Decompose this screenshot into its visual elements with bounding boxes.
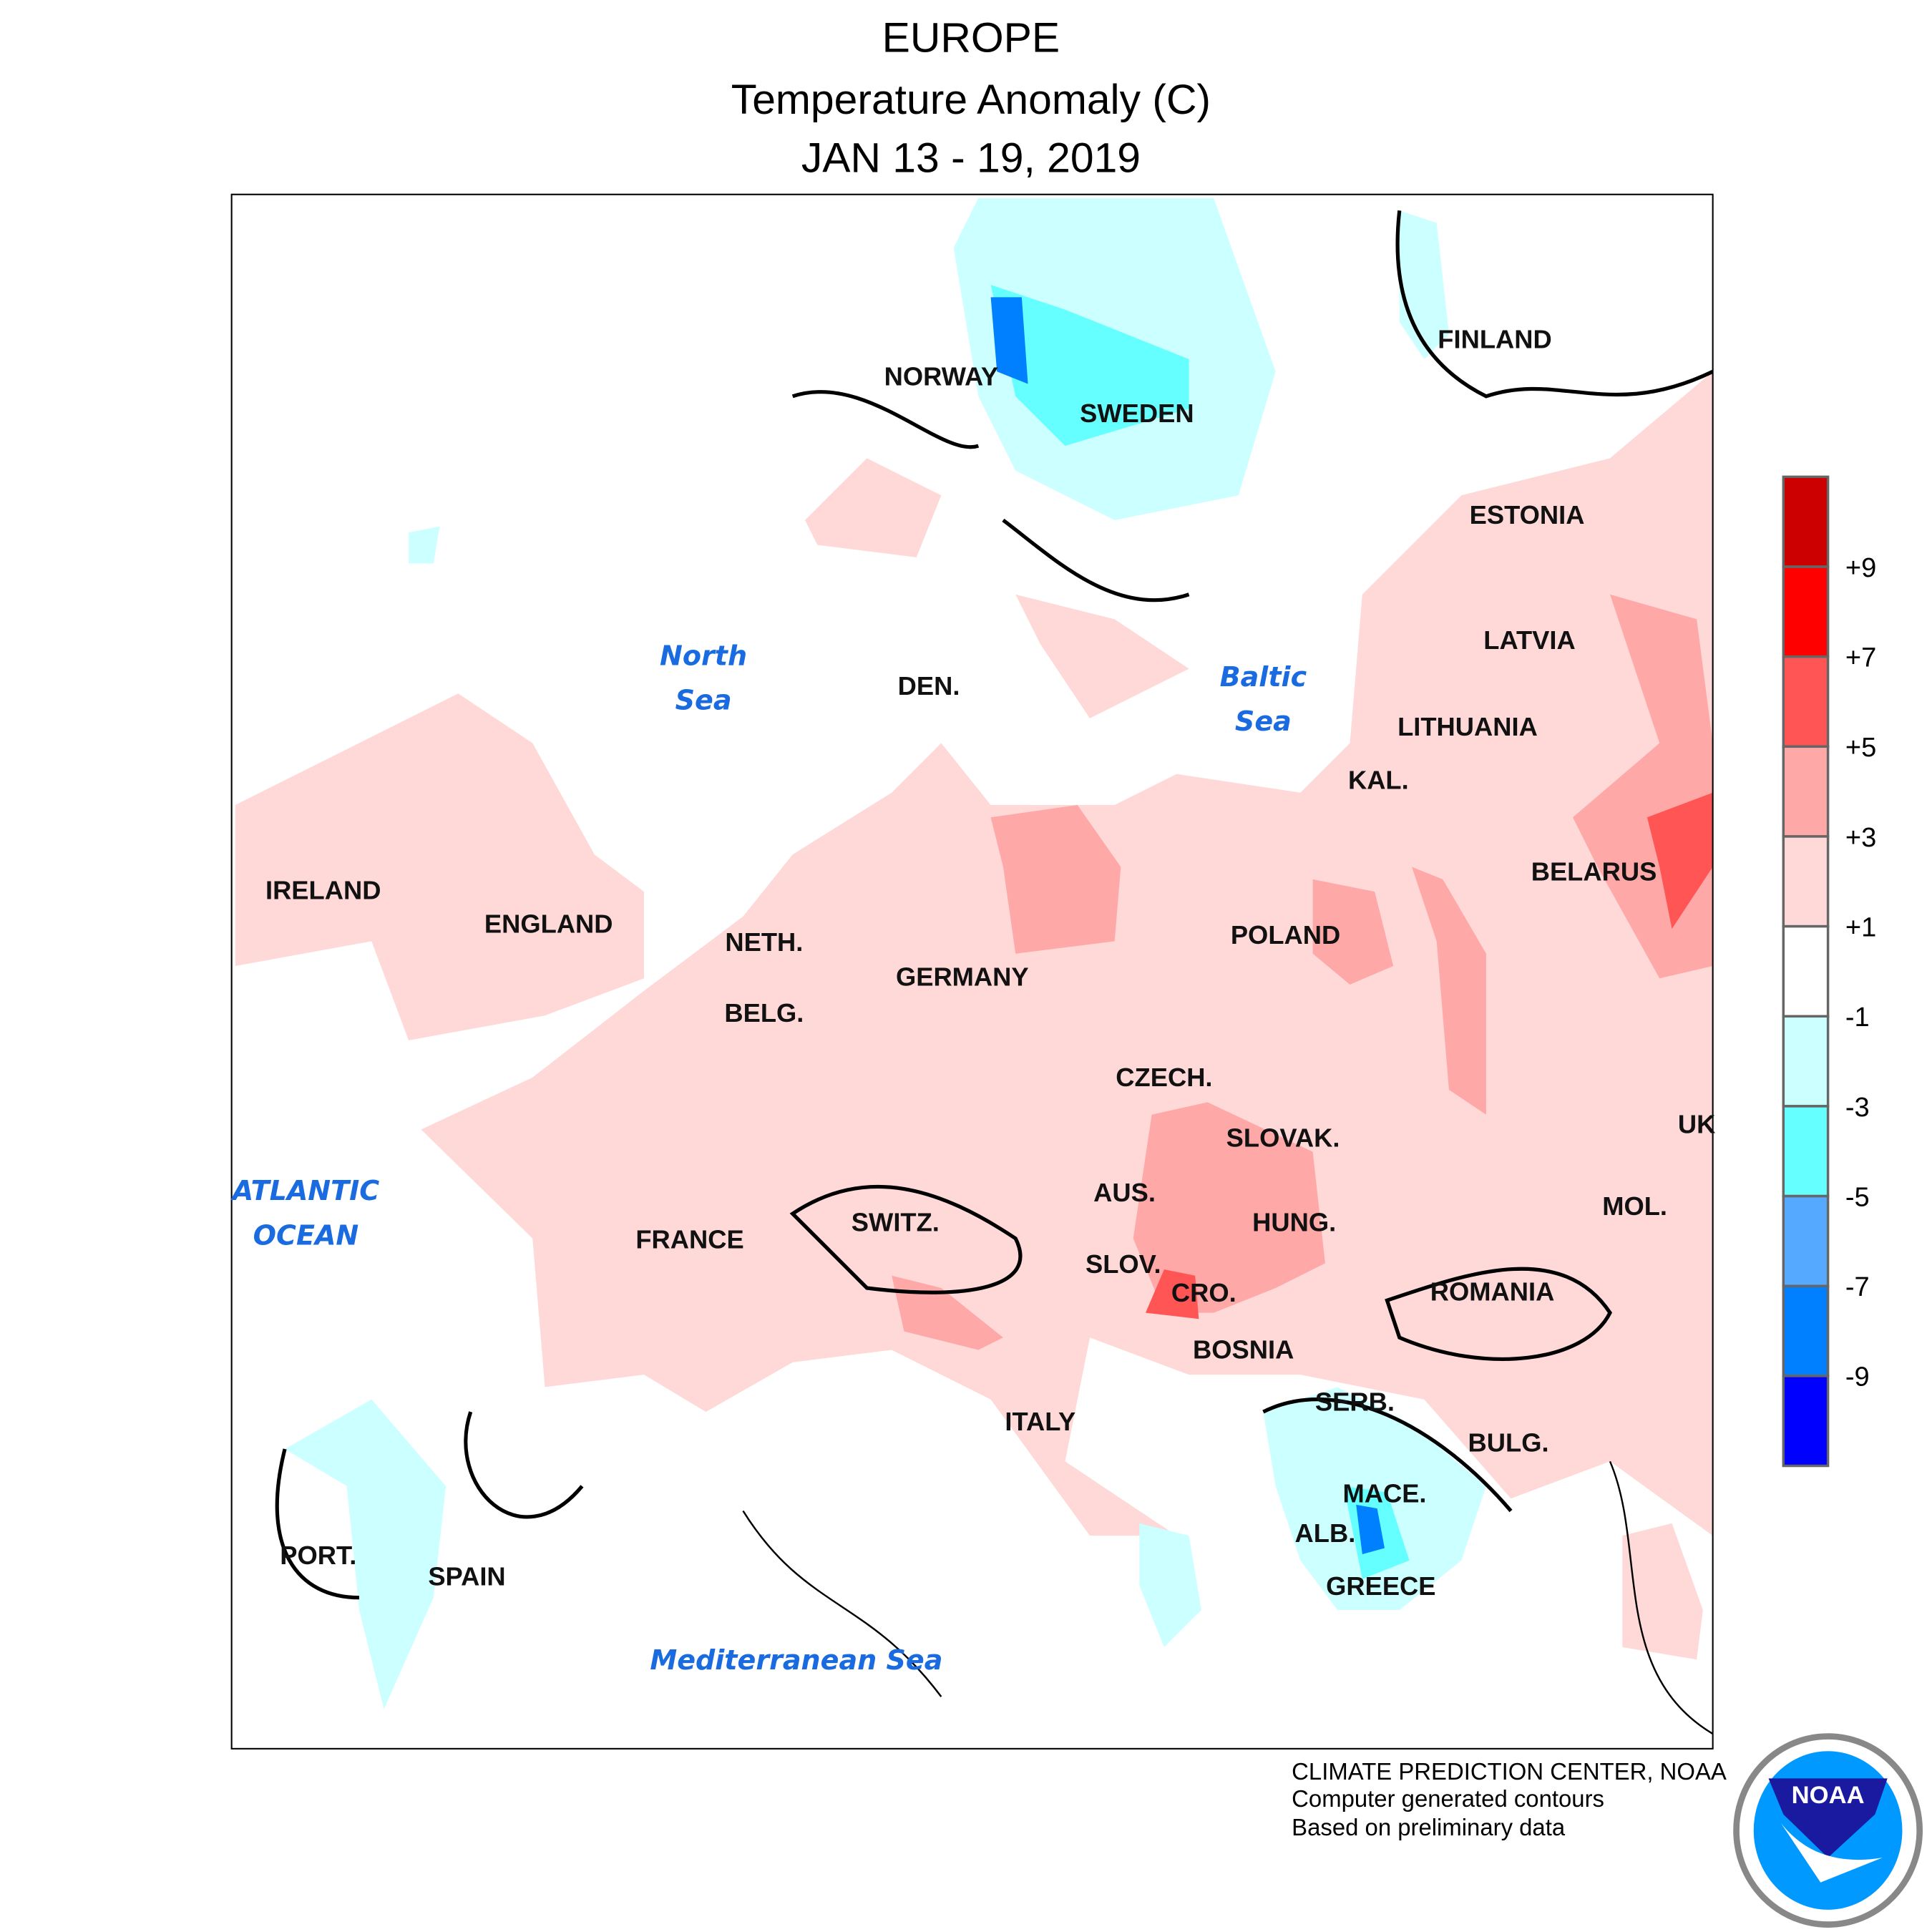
label-italy: ITALY	[1005, 1407, 1075, 1436]
anomaly-area-british-isles	[235, 693, 644, 1040]
legend-swatch	[1782, 1105, 1830, 1198]
legend-label: +3	[1845, 823, 1876, 853]
anomaly-area-sweden-colder	[990, 285, 1189, 447]
legend-swatch	[1782, 1375, 1830, 1468]
legend-swatch	[1782, 475, 1830, 568]
legend-swatch	[1782, 1194, 1830, 1287]
credit-line-2: Computer generated contours	[1292, 1785, 1604, 1812]
legend-label: +5	[1845, 733, 1876, 763]
label-mediterranean: Mediterranean Sea	[650, 1644, 942, 1676]
legend-label: -9	[1845, 1362, 1870, 1392]
label-sweden: SWEDEN	[1080, 399, 1194, 428]
anomaly-area-ukraine-west	[1412, 867, 1486, 1115]
label-switzerland: SWITZ.	[852, 1207, 940, 1236]
label-austria: AUS.	[1093, 1178, 1156, 1207]
label-bosnia: BOSNIA	[1193, 1335, 1294, 1365]
legend-label: +1	[1845, 912, 1876, 942]
label-belarus: BELARUS	[1531, 857, 1657, 887]
anomaly-area-spain-cold	[285, 1399, 447, 1709]
legend-label: +7	[1845, 643, 1876, 673]
label-slovakia: SLOVAK.	[1226, 1123, 1340, 1153]
label-denmark: DEN.	[898, 671, 960, 701]
label-czech: CZECH.	[1116, 1063, 1212, 1092]
legend-label: -7	[1845, 1272, 1870, 1302]
title-dates: JAN 13 - 19, 2019	[801, 135, 1141, 182]
label-finland: FINLAND	[1438, 324, 1551, 353]
legend-swatch	[1782, 655, 1830, 748]
legend-label: +9	[1845, 553, 1876, 583]
label-poland: POLAND	[1231, 920, 1340, 950]
anomaly-area-poland	[1312, 879, 1394, 985]
label-england: ENGLAND	[484, 909, 613, 938]
label-latvia: LATVIA	[1483, 625, 1575, 655]
anomaly-area-italy-south	[1139, 1523, 1201, 1647]
label-ukraine: UK	[1678, 1110, 1715, 1139]
label-romania: ROMANIA	[1430, 1277, 1555, 1306]
anomaly-area-macedonia-coldest	[1356, 1504, 1385, 1555]
credit-line-1: CLIMATE PREDICTION CENTER, NOAA	[1292, 1758, 1727, 1785]
legend-swatch	[1782, 924, 1830, 1018]
label-moldova: MOL.	[1602, 1191, 1667, 1221]
anomaly-area-hungary	[1133, 1102, 1325, 1313]
anomaly-area-sweden-south	[1015, 594, 1189, 718]
label-albania: ALB.	[1295, 1518, 1356, 1548]
credit-line-3: Based on preliminary data	[1292, 1814, 1566, 1840]
label-baltic-sea-1: Baltic	[1220, 661, 1307, 693]
color-legend: +9 +7 +5 +3 +1 -1 -3 -5 -7 -9	[1782, 475, 1876, 1468]
anomaly-area-croatia	[1145, 1269, 1199, 1319]
label-bulgaria: BULG.	[1468, 1428, 1549, 1457]
title-region: EUROPE	[882, 15, 1060, 62]
label-estonia: ESTONIA	[1470, 500, 1585, 530]
map-panel: NORWAY SWEDEN FINLAND ESTONIA LATVIA LIT…	[230, 193, 1715, 1750]
legend-swatch	[1782, 835, 1830, 928]
label-macedonia: MACE.	[1342, 1478, 1426, 1508]
legend-swatch	[1782, 1015, 1830, 1108]
label-north-sea-2: Sea	[675, 685, 732, 716]
anomaly-area-norway-south	[805, 458, 942, 557]
label-portugal: PORT.	[280, 1541, 356, 1570]
label-germany: GERMANY	[896, 962, 1029, 992]
anomaly-area-turkey	[1622, 1523, 1703, 1660]
label-belgium: BELG.	[724, 998, 804, 1028]
label-lithuania: LITHUANIA	[1397, 712, 1538, 741]
label-spain: SPAIN	[428, 1561, 505, 1591]
legend-label: -3	[1845, 1093, 1870, 1123]
label-france: FRANCE	[635, 1225, 743, 1254]
anomaly-area-iceland-cold	[409, 526, 440, 564]
label-ireland: IRELAND	[265, 876, 381, 905]
label-atlantic-1: ATLANTIC	[230, 1175, 379, 1206]
sea-labels: North Sea Baltic Sea ATLANTIC OCEAN Medi…	[230, 640, 1307, 1676]
legend-swatch	[1782, 565, 1830, 658]
label-hungary: HUNG.	[1252, 1207, 1336, 1236]
title-variable: Temperature Anomaly (C)	[731, 77, 1211, 123]
legend-swatch	[1782, 745, 1830, 838]
label-greece: GREECE	[1326, 1571, 1435, 1601]
legend-label: -5	[1845, 1182, 1870, 1212]
label-croatia: CRO.	[1171, 1278, 1236, 1307]
label-north-sea-1: North	[660, 640, 747, 671]
label-netherlands: NETH.	[725, 927, 803, 957]
anomaly-area-belarus-peak	[1646, 792, 1713, 930]
noaa-logo-text: NOAA	[1792, 1782, 1865, 1809]
label-atlantic-2: OCEAN	[253, 1219, 359, 1251]
legend-swatch	[1782, 1284, 1830, 1377]
label-norway: NORWAY	[884, 361, 998, 391]
anomaly-area-plus1	[421, 371, 1713, 1536]
noaa-logo: NOAA	[1733, 1733, 1923, 1928]
label-kaliningrad: KAL.	[1348, 765, 1409, 794]
footer-credits: CLIMATE PREDICTION CENTER, NOAA Computer…	[1292, 1758, 1727, 1840]
anomaly-area-germany-east	[990, 805, 1121, 954]
label-slovenia: SLOV.	[1085, 1249, 1161, 1279]
label-serbia: SERB.	[1315, 1387, 1395, 1416]
anomaly-area-sweden-coldest	[990, 297, 1028, 384]
legend-label: -1	[1845, 1002, 1870, 1033]
country-labels: NORWAY SWEDEN FINLAND ESTONIA LATVIA LIT…	[265, 324, 1715, 1601]
label-baltic-sea-2: Sea	[1235, 706, 1292, 737]
